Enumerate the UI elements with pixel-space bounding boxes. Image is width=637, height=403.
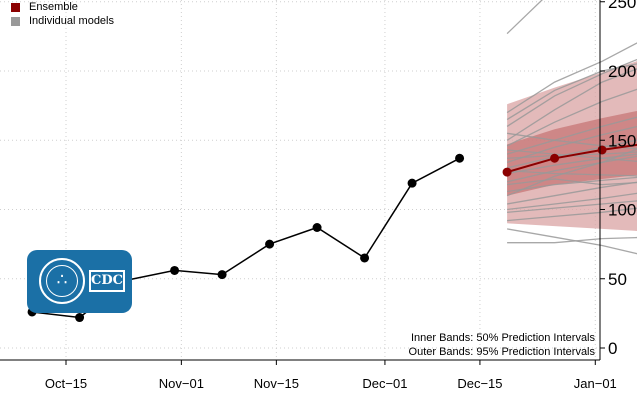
model-line-7 <box>506 68 637 141</box>
y-axis: 0 50 100 150 200 250 <box>599 0 636 360</box>
x-axis: Oct−15 Nov−01 Nov−15 Dec−01 Dec−15 Jan−01 <box>0 359 617 391</box>
observed-point-1 <box>75 313 85 323</box>
y-tick-label-2: 100 <box>608 201 636 220</box>
y-tick-label-4: 200 <box>608 62 636 81</box>
model-line-3 <box>506 139 637 169</box>
y-tick-label-5: 250 <box>608 0 636 12</box>
hhs-seal-icon: ∴ <box>39 258 85 304</box>
legend-item-ensemble: Ensemble <box>11 0 114 14</box>
x-tick-label-4: Dec−15 <box>457 376 502 391</box>
ensemble-swatch <box>11 2 20 12</box>
model-line-20 <box>507 149 637 162</box>
ensemble-series <box>502 143 637 177</box>
model-line-9 <box>506 63 637 121</box>
model-line-1 <box>506 155 637 183</box>
ensemble-line <box>506 143 637 174</box>
y-tick-label-1: 50 <box>608 270 627 289</box>
individual-swatch <box>11 16 20 26</box>
legend-label-ensemble: Ensemble <box>29 1 78 13</box>
legend-label-individual: Individual models <box>29 15 114 27</box>
model-line-15 <box>506 228 637 255</box>
observed-point-6 <box>312 223 322 233</box>
hhs-seal-ring: ∴ <box>46 265 78 297</box>
observed-point-9 <box>455 153 465 163</box>
observed-point-8 <box>407 178 417 188</box>
eagle-icon: ∴ <box>56 270 68 290</box>
outer-band-note: Outer Bands: 95% Prediction Intervals <box>408 346 595 358</box>
legend: Ensemble Individual models <box>11 0 114 28</box>
model-line-8 <box>506 58 637 127</box>
model-line-23 <box>506 0 543 35</box>
observed-point-3 <box>170 265 180 275</box>
model-line-14 <box>507 207 637 222</box>
model-line-19 <box>507 178 637 186</box>
x-tick-label-0: Oct−15 <box>45 376 87 391</box>
observed-point-7 <box>360 253 370 263</box>
model-line-22 <box>506 148 637 197</box>
model-line-16 <box>507 236 637 244</box>
model-line-4 <box>506 125 637 164</box>
y-tick-label-0: 0 <box>608 339 617 358</box>
ensemble-point-2 <box>597 145 607 155</box>
cdc-logo: ∴ CDC <box>27 250 132 313</box>
ensemble-point-0 <box>502 167 512 177</box>
x-tick-label-3: Dec−01 <box>362 376 407 391</box>
model-line-21 <box>507 132 637 150</box>
interval-notes: Inner Bands: 50% Prediction Intervals Ou… <box>300 331 595 359</box>
model-line-12 <box>507 192 637 211</box>
model-line-13 <box>507 200 637 213</box>
legend-item-individual: Individual models <box>11 14 114 28</box>
x-tick-label-2: Nov−15 <box>254 376 299 391</box>
model-line-2 <box>506 153 637 175</box>
x-tick-label-5: Jan−01 <box>574 376 617 391</box>
model-line-18 <box>507 170 637 177</box>
x-tick-label-1: Nov−01 <box>159 376 204 391</box>
observed-point-5 <box>265 239 275 249</box>
model-line-10 <box>506 42 637 114</box>
model-line-6 <box>506 88 637 147</box>
inner-band-note: Inner Bands: 50% Prediction Intervals <box>410 332 595 344</box>
y-tick-label-3: 150 <box>608 131 636 150</box>
model-line-0 <box>507 176 637 193</box>
observed-point-4 <box>217 270 227 280</box>
cdc-logo-text: CDC <box>89 270 125 292</box>
model-line-5 <box>506 116 637 155</box>
ensemble-point-1 <box>550 153 560 163</box>
individual-model-lines <box>506 0 637 255</box>
